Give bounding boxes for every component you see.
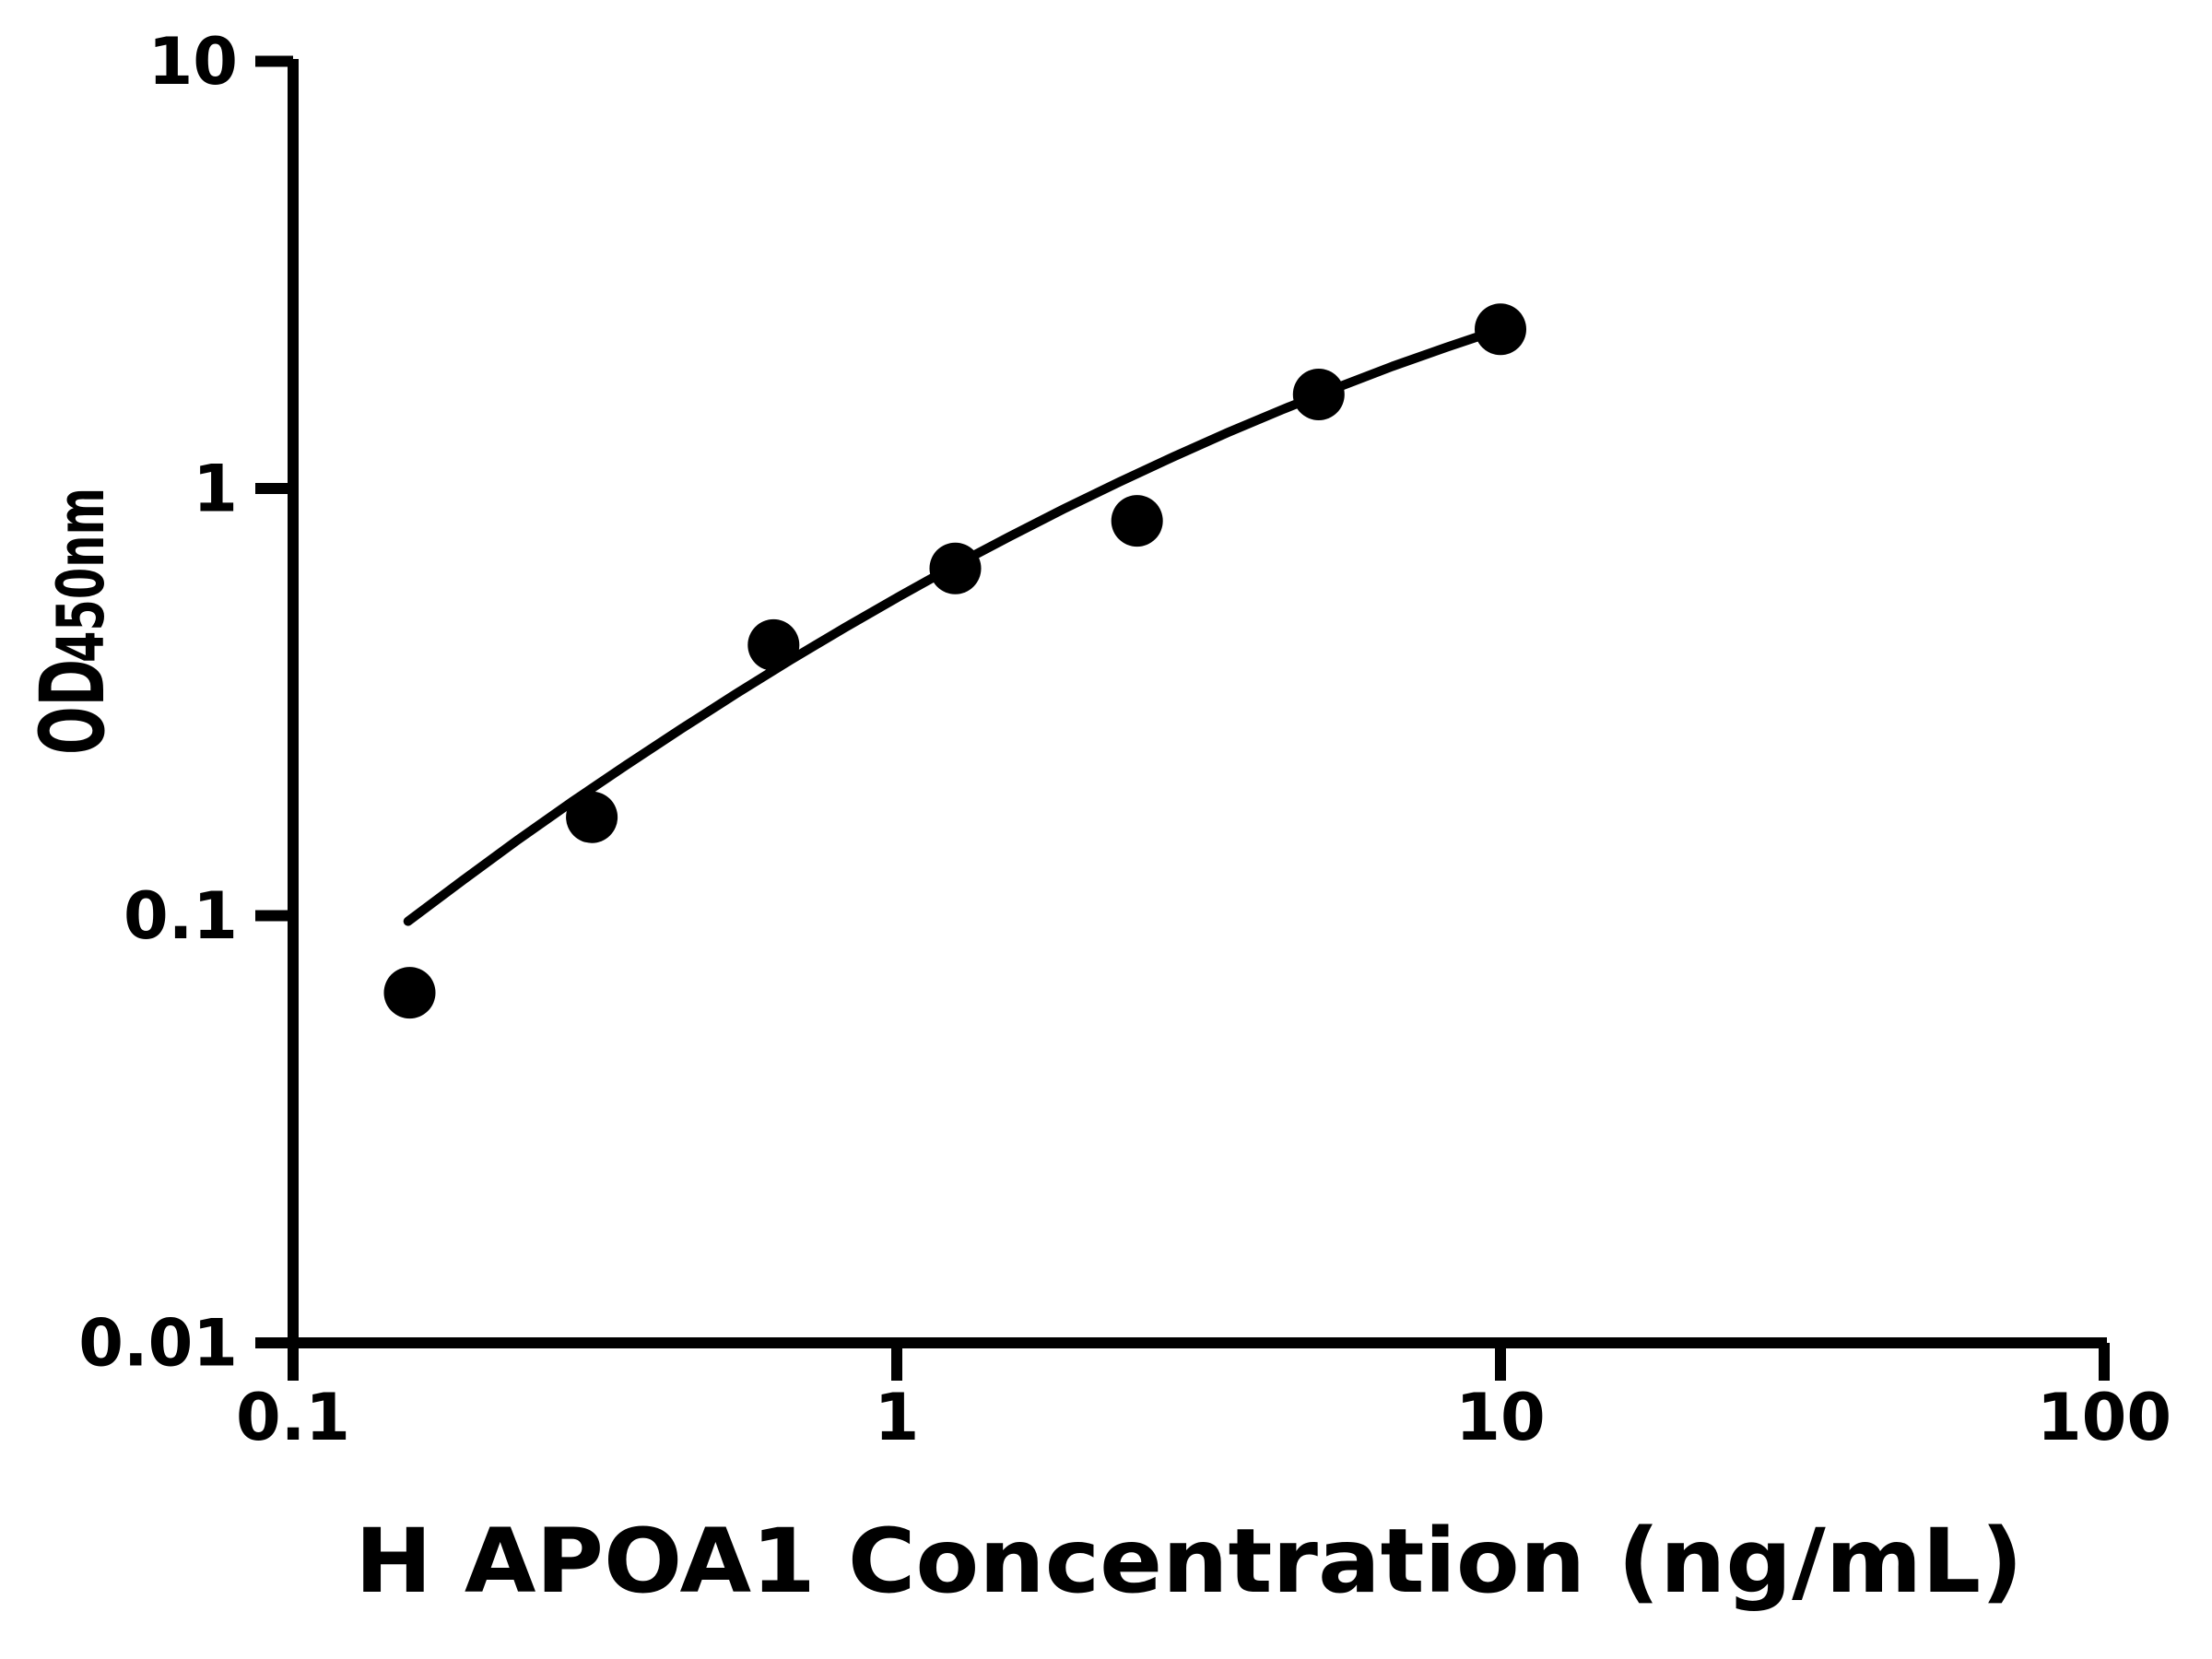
y-tick-label: 10	[148, 24, 238, 100]
y-tick-label: 0.1	[124, 878, 238, 954]
y-axis-title-main: OD	[21, 659, 124, 755]
x-tick-label: 100	[2037, 1380, 2171, 1455]
data-point	[1292, 369, 1345, 420]
data-point	[1475, 303, 1526, 356]
data-point	[383, 967, 436, 1019]
x-tick-label: 0.1	[236, 1380, 350, 1455]
data-point	[566, 791, 618, 843]
y-axis-title-sub: 450nm	[43, 488, 119, 663]
data-point	[747, 618, 800, 671]
data-point	[929, 542, 982, 594]
y-tick-label: 0.01	[78, 1306, 238, 1382]
y-tick-label: 1	[193, 452, 238, 527]
x-tick-label: 10	[1455, 1380, 1545, 1455]
data-point	[1111, 495, 1163, 547]
x-axis-title: H APOA1 Concentration (ng/mL)	[355, 1510, 2023, 1613]
x-tick-label: 1	[875, 1380, 920, 1455]
